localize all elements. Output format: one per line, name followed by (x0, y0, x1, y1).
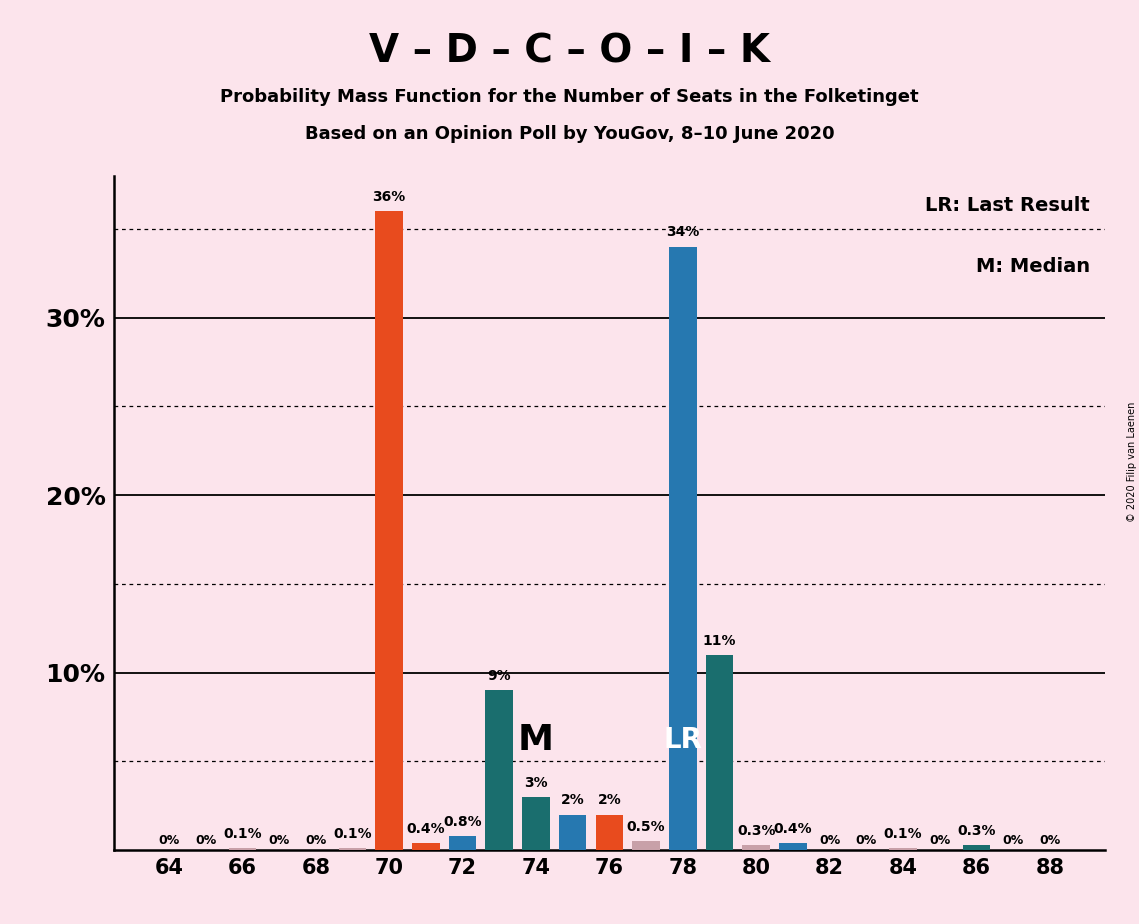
Text: © 2020 Filip van Laenen: © 2020 Filip van Laenen (1126, 402, 1137, 522)
Text: 0%: 0% (305, 833, 327, 846)
Text: 3%: 3% (524, 776, 548, 790)
Bar (449, 836, 476, 850)
Text: Based on an Opinion Poll by YouGov, 8–10 June 2020: Based on an Opinion Poll by YouGov, 8–10… (305, 125, 834, 142)
Text: 0%: 0% (158, 833, 180, 846)
Text: 0.4%: 0.4% (407, 821, 445, 836)
Text: 0%: 0% (929, 833, 950, 846)
Bar (338, 848, 367, 850)
Text: 0.1%: 0.1% (223, 827, 262, 841)
Bar (779, 843, 806, 850)
Bar (485, 690, 513, 850)
Text: Probability Mass Function for the Number of Seats in the Folketinget: Probability Mass Function for the Number… (220, 88, 919, 105)
Text: 0.3%: 0.3% (957, 823, 995, 838)
Text: 0.4%: 0.4% (773, 821, 812, 836)
Bar (596, 815, 623, 850)
Text: 0%: 0% (195, 833, 216, 846)
Text: 0%: 0% (855, 833, 877, 846)
Text: M: M (518, 723, 554, 757)
Bar (229, 848, 256, 850)
Bar (376, 211, 403, 850)
Text: 2%: 2% (598, 794, 621, 808)
Text: 2%: 2% (560, 794, 584, 808)
Text: LR: Last Result: LR: Last Result (925, 196, 1090, 214)
Text: 0.1%: 0.1% (333, 827, 371, 841)
Text: 0.3%: 0.3% (737, 823, 776, 838)
Bar (669, 247, 697, 850)
Bar (962, 845, 990, 850)
Text: 0.5%: 0.5% (626, 821, 665, 834)
Bar (706, 655, 734, 850)
Bar (743, 845, 770, 850)
Text: 0.8%: 0.8% (443, 815, 482, 829)
Bar (632, 841, 659, 850)
Text: 0%: 0% (1039, 833, 1060, 846)
Bar (522, 796, 550, 850)
Text: LR: LR (663, 726, 703, 754)
Text: 34%: 34% (666, 225, 699, 239)
Text: V – D – C – O – I – K: V – D – C – O – I – K (369, 32, 770, 70)
Text: 9%: 9% (487, 669, 511, 683)
Text: 0%: 0% (269, 833, 289, 846)
Text: 11%: 11% (703, 634, 736, 648)
Text: 0%: 0% (819, 833, 841, 846)
Bar (559, 815, 587, 850)
Bar (412, 843, 440, 850)
Text: M: Median: M: Median (976, 257, 1090, 275)
Text: 0%: 0% (1002, 833, 1024, 846)
Bar (890, 848, 917, 850)
Text: 0.1%: 0.1% (884, 827, 923, 841)
Text: 36%: 36% (372, 190, 405, 204)
